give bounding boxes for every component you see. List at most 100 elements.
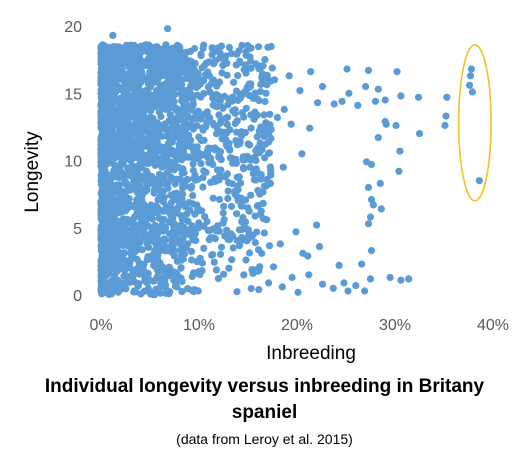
data-point [118,250,126,258]
data-point [148,137,156,145]
data-point [154,75,162,83]
data-point [188,256,196,264]
data-point [240,113,248,121]
data-point [396,147,404,155]
data-point [185,72,193,81]
data-point [123,197,131,205]
data-point [187,106,195,114]
data-point [133,167,141,175]
data-point [256,190,264,198]
data-point [442,112,450,120]
data-point [144,284,152,293]
data-point [344,287,352,295]
data-point [183,176,192,184]
data-point [135,135,143,143]
x-tick-label: 20% [281,317,313,334]
data-point [178,191,186,199]
data-point [130,225,138,233]
data-point [108,90,117,98]
data-point [209,234,217,242]
data-point [367,195,376,204]
data-point [240,165,248,173]
data-point [296,87,304,95]
data-point [173,270,181,278]
data-point [203,217,211,226]
data-point [200,136,208,144]
data-point [381,117,389,126]
data-point [208,145,216,153]
data-point [230,78,238,86]
data-point [258,249,266,257]
data-point [260,182,268,190]
data-point [393,68,401,76]
data-point [100,143,108,151]
data-point [178,90,186,98]
data-point [159,172,167,180]
data-points [109,25,483,296]
data-point [152,245,160,253]
data-point [228,97,236,105]
data-point [189,235,197,243]
data-point [149,175,157,183]
data-point [161,276,169,284]
data-point [224,113,232,121]
data-point [223,170,231,178]
data-point [251,212,259,220]
x-axis-ticks: 0% 10% 20% 30% 40% [89,317,509,334]
data-point [108,222,116,230]
y-axis-title: Longevity [22,131,43,213]
data-point [136,221,144,229]
data-point [132,121,140,129]
data-point [213,166,222,174]
data-point [146,83,154,91]
data-point [242,256,250,264]
data-point [221,232,229,240]
data-point [245,249,254,257]
data-point [279,163,287,171]
data-point [177,228,185,236]
data-point [178,177,186,185]
data-point [194,154,202,163]
data-point [200,41,208,49]
data-point [177,264,185,272]
data-point [248,266,256,274]
data-point [276,240,284,248]
data-point [110,153,118,161]
data-point [260,111,268,119]
data-point [443,93,451,101]
data-point [99,194,107,202]
data-point [172,175,180,183]
data-point [226,145,234,153]
data-point [216,250,225,258]
data-point [227,202,236,210]
data-point [132,48,140,56]
data-point [175,141,184,149]
data-point [162,203,170,211]
data-point [247,124,255,132]
data-point [138,48,146,56]
data-point [209,225,217,233]
data-point [254,267,262,275]
data-point [191,210,199,218]
data-point [210,258,218,266]
data-point [397,276,405,284]
data-point [109,61,117,69]
data-point [97,263,105,271]
data-point [262,122,270,130]
data-point [238,41,246,50]
data-point [103,269,111,277]
data-point [139,227,147,235]
data-point [129,219,137,227]
data-point [112,182,120,190]
data-point [211,47,220,55]
data-point [99,149,107,157]
data-point [103,160,111,168]
data-point [220,270,228,278]
caption-title-line-1: Individual longevity versus inbreeding i… [44,376,485,397]
data-point [251,239,259,247]
data-point [233,117,241,125]
data-point [118,107,126,115]
data-point [129,110,137,118]
data-point [318,280,327,288]
data-point [118,64,126,72]
